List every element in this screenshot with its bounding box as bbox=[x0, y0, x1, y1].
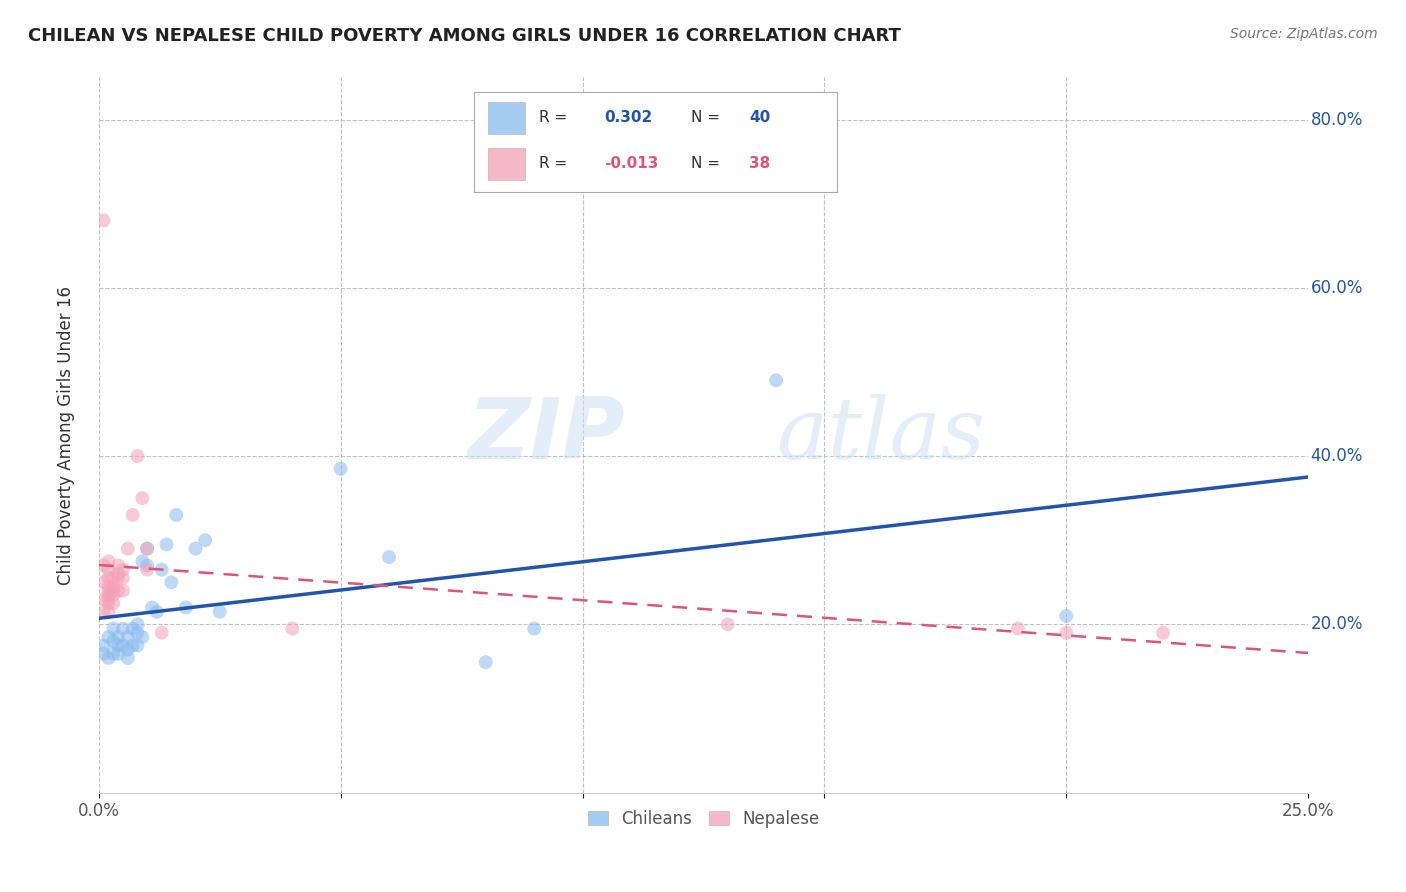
Point bbox=[111, 563, 134, 577]
Point bbox=[107, 647, 129, 661]
Point bbox=[93, 213, 115, 227]
Point bbox=[1054, 625, 1077, 640]
Point bbox=[165, 508, 187, 522]
Point bbox=[97, 583, 120, 598]
Point bbox=[107, 583, 129, 598]
Point bbox=[475, 655, 498, 669]
Point bbox=[281, 622, 304, 636]
Point bbox=[97, 571, 120, 585]
Point bbox=[131, 630, 153, 644]
Text: 80.0%: 80.0% bbox=[1310, 111, 1362, 128]
Point bbox=[107, 639, 129, 653]
Legend: Chileans, Nepalese: Chileans, Nepalese bbox=[581, 803, 825, 834]
Point bbox=[97, 588, 120, 602]
Point bbox=[131, 491, 153, 505]
Point bbox=[103, 596, 125, 610]
Point bbox=[1007, 622, 1029, 636]
Point bbox=[121, 639, 143, 653]
Point bbox=[146, 605, 169, 619]
Point bbox=[150, 563, 173, 577]
Point bbox=[97, 592, 120, 607]
Point bbox=[208, 605, 231, 619]
Point bbox=[103, 583, 125, 598]
Point bbox=[184, 541, 207, 556]
Point bbox=[111, 622, 134, 636]
Point bbox=[117, 630, 139, 644]
Point bbox=[117, 541, 139, 556]
Point bbox=[93, 592, 115, 607]
Point bbox=[160, 575, 183, 590]
Point bbox=[127, 449, 149, 463]
Point bbox=[103, 580, 125, 594]
Point bbox=[107, 566, 129, 581]
Point bbox=[107, 630, 129, 644]
Y-axis label: Child Poverty Among Girls Under 16: Child Poverty Among Girls Under 16 bbox=[58, 285, 75, 584]
Point bbox=[194, 533, 217, 548]
Point bbox=[141, 600, 163, 615]
Point bbox=[107, 571, 129, 585]
Point bbox=[329, 461, 352, 475]
Point bbox=[136, 563, 159, 577]
Point bbox=[1054, 609, 1077, 624]
Text: CHILEAN VS NEPALESE CHILD POVERTY AMONG GIRLS UNDER 16 CORRELATION CHART: CHILEAN VS NEPALESE CHILD POVERTY AMONG … bbox=[28, 27, 901, 45]
Point bbox=[121, 508, 143, 522]
Point bbox=[765, 373, 787, 387]
Point bbox=[103, 634, 125, 648]
Point bbox=[93, 647, 115, 661]
Text: 20.0%: 20.0% bbox=[1310, 615, 1364, 633]
Point bbox=[131, 554, 153, 568]
Text: atlas: atlas bbox=[776, 393, 986, 476]
Point bbox=[93, 639, 115, 653]
Point bbox=[136, 541, 159, 556]
Point bbox=[1152, 625, 1174, 640]
Point bbox=[523, 622, 546, 636]
Point bbox=[103, 622, 125, 636]
Text: Source: ZipAtlas.com: Source: ZipAtlas.com bbox=[1230, 27, 1378, 41]
Point bbox=[136, 558, 159, 573]
Point bbox=[136, 541, 159, 556]
Point bbox=[103, 647, 125, 661]
Point bbox=[97, 563, 120, 577]
Point bbox=[93, 605, 115, 619]
Point bbox=[103, 571, 125, 585]
Point bbox=[97, 580, 120, 594]
Point bbox=[127, 617, 149, 632]
Point bbox=[93, 558, 115, 573]
Point bbox=[107, 558, 129, 573]
Point bbox=[103, 588, 125, 602]
Point bbox=[111, 639, 134, 653]
Point bbox=[717, 617, 740, 632]
Text: ZIP: ZIP bbox=[467, 393, 624, 476]
Point bbox=[97, 605, 120, 619]
Text: 60.0%: 60.0% bbox=[1310, 279, 1362, 297]
Point bbox=[150, 625, 173, 640]
Point bbox=[117, 642, 139, 657]
Point bbox=[97, 630, 120, 644]
Point bbox=[111, 583, 134, 598]
Point bbox=[97, 651, 120, 665]
Point bbox=[97, 596, 120, 610]
Point bbox=[155, 537, 177, 551]
Point bbox=[97, 554, 120, 568]
Point bbox=[127, 625, 149, 640]
Text: 40.0%: 40.0% bbox=[1310, 447, 1362, 465]
Point bbox=[127, 639, 149, 653]
Point bbox=[117, 651, 139, 665]
Point bbox=[174, 600, 197, 615]
Point bbox=[121, 622, 143, 636]
Point bbox=[93, 575, 115, 590]
Point bbox=[111, 571, 134, 585]
Point bbox=[378, 550, 401, 565]
